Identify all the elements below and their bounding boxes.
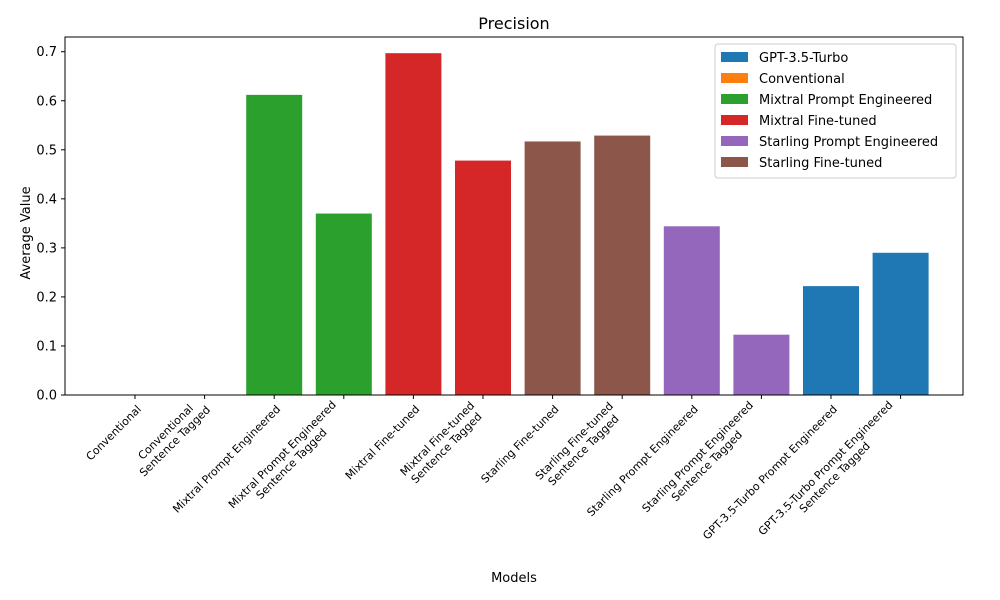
y-tick-label: 0.0 [36,389,57,404]
bar [524,141,581,395]
legend-swatch [721,94,748,104]
y-tick-label: 0.7 [36,45,57,60]
y-tick-label: 0.2 [36,290,57,305]
legend-swatch [721,136,748,146]
bar [872,252,929,395]
chart-title: Precision [478,14,549,33]
plot-frame [64,36,964,396]
bar [594,135,651,395]
bar [455,160,511,395]
x-tick-label: Mixtral Prompt EngineeredSentence Tagged [226,398,348,520]
bar [803,286,859,395]
x-axis-title: Models [491,571,537,586]
legend-swatch [721,73,748,83]
bar [385,53,442,395]
bar [246,94,303,395]
y-tick-label: 0.6 [36,94,57,109]
x-tick-label-group: Mixtral Prompt EngineeredSentence Tagged [226,398,348,520]
y-tick-label: 0.3 [36,241,57,256]
y-axis-title: Average Value [19,186,34,279]
y-axis-ticks: 0.0 0.1 0.2 0.3 0.4 0.5 0.6 0.7 [36,45,65,404]
legend-swatch [721,157,748,167]
y-tick-label: 0.5 [36,143,57,158]
legend-label: Starling Fine-tuned [759,156,882,171]
y-tick-label: 0.1 [36,339,57,354]
bar [663,226,720,395]
bar [315,213,372,395]
legend-label: Mixtral Prompt Engineered [759,93,932,108]
x-tick-label-line: Mixtral Prompt Engineered [226,398,339,511]
legend-swatch [721,52,748,62]
legend-label: Conventional [759,72,845,87]
legend-swatch [721,115,748,125]
legend-label: Starling Prompt Engineered [759,135,938,150]
x-tick-label: ConventionalSentence Tagged [128,394,213,479]
legend-label: Mixtral Fine-tuned [759,114,877,129]
bar [733,334,790,395]
legend-box [714,43,957,179]
legend-label: GPT-3.5-Turbo [759,51,848,66]
bars-layer [246,53,929,395]
x-tick-label: Conventional [83,403,143,463]
x-tick-label-line: Conventional [83,403,143,463]
x-tick-label-group: Conventional [83,403,143,463]
x-tick-label-group: ConventionalSentence Tagged [128,394,213,479]
y-tick-label: 0.4 [36,192,57,207]
legend: GPT-3.5-Turbo Conventional Mixtral Prompt … [714,43,957,179]
